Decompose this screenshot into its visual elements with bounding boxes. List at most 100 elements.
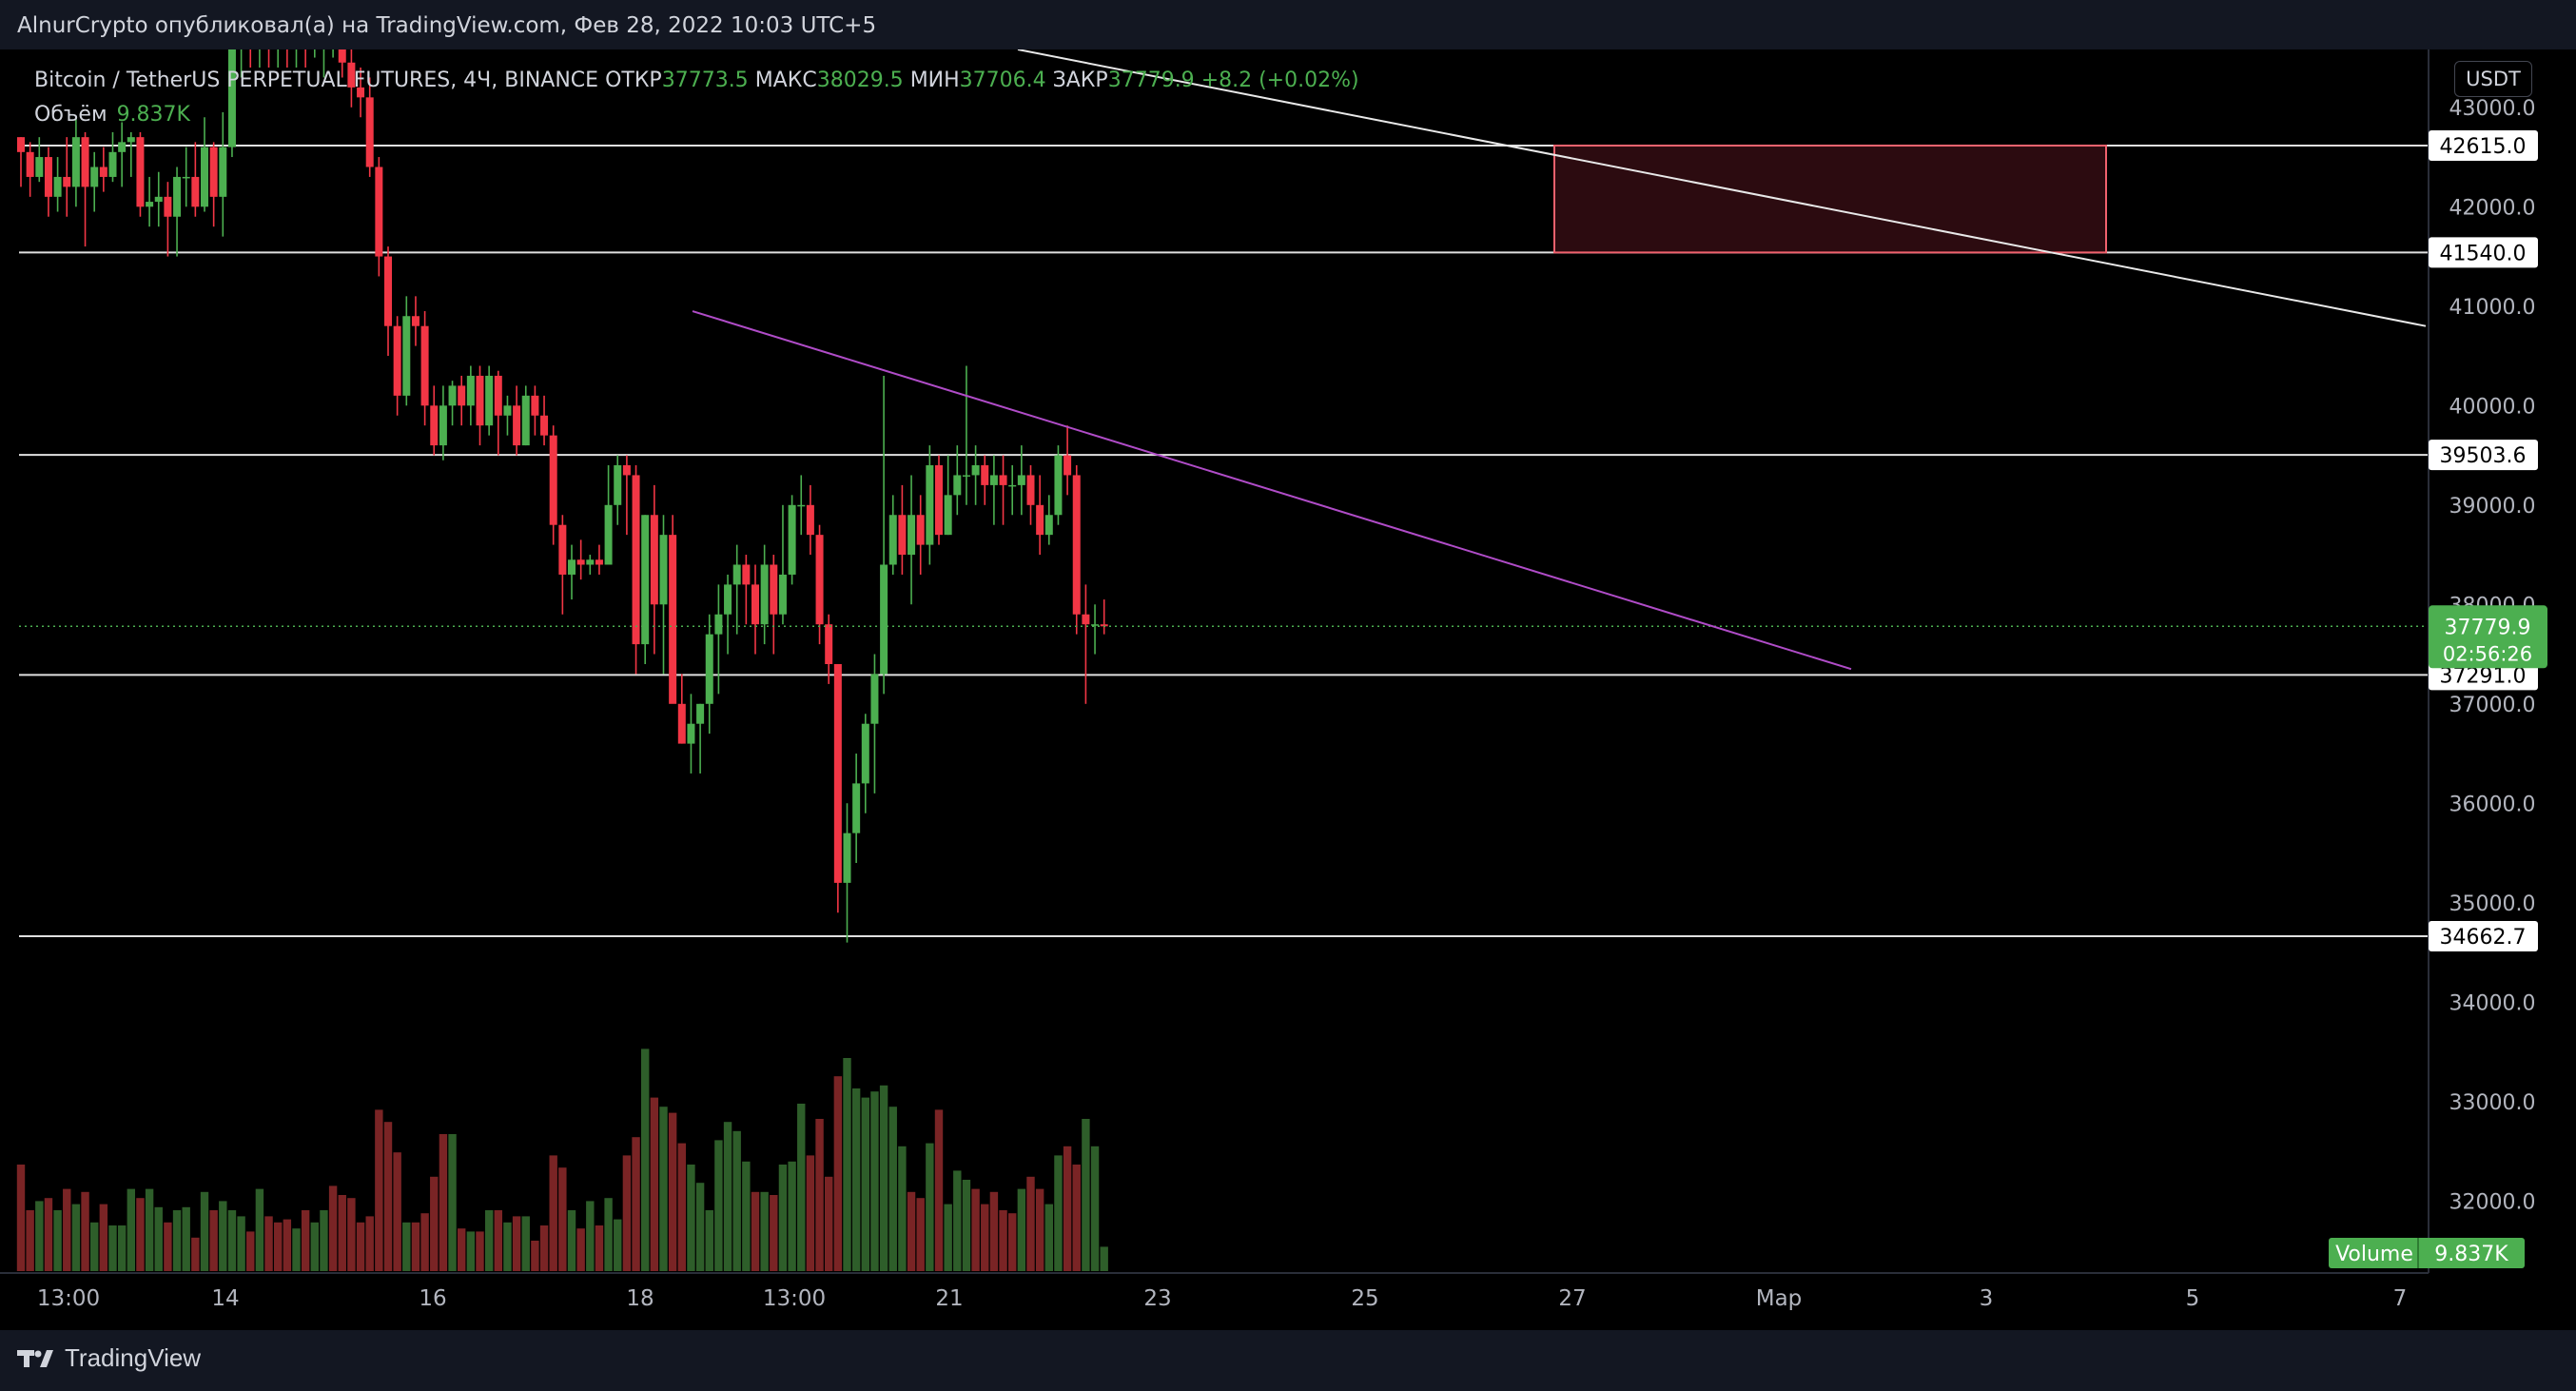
candle[interactable] xyxy=(357,87,365,98)
candle[interactable] xyxy=(227,49,236,147)
candle[interactable] xyxy=(1082,614,1090,625)
candle[interactable] xyxy=(586,559,595,565)
candle[interactable] xyxy=(127,137,135,143)
candle[interactable] xyxy=(503,405,512,416)
candle[interactable] xyxy=(568,559,576,575)
candle[interactable] xyxy=(90,167,99,187)
candle[interactable] xyxy=(825,624,833,664)
candle[interactable] xyxy=(521,395,530,446)
candle[interactable] xyxy=(696,703,705,724)
candle[interactable] xyxy=(430,405,439,446)
candle[interactable] xyxy=(1026,475,1035,505)
candle[interactable] xyxy=(833,664,842,883)
candle[interactable] xyxy=(981,465,989,485)
candle[interactable] xyxy=(806,504,814,536)
candle[interactable] xyxy=(843,833,851,883)
candle[interactable] xyxy=(797,504,806,507)
candle[interactable] xyxy=(742,564,751,585)
candle[interactable] xyxy=(576,559,585,565)
candle[interactable] xyxy=(705,634,713,704)
candle[interactable] xyxy=(164,196,172,217)
candle[interactable] xyxy=(347,62,356,88)
supply-zone[interactable] xyxy=(1553,145,2107,254)
candle[interactable] xyxy=(935,465,943,536)
descending-trendline[interactable] xyxy=(1017,49,2427,327)
level-badge[interactable] xyxy=(2429,237,2538,268)
candle[interactable] xyxy=(880,564,888,675)
candle[interactable] xyxy=(1072,475,1081,615)
candle[interactable] xyxy=(17,137,25,152)
candle[interactable] xyxy=(513,405,521,446)
candle[interactable] xyxy=(136,137,145,207)
candle[interactable] xyxy=(384,256,392,326)
candle[interactable] xyxy=(687,723,695,744)
current-price-badge[interactable] xyxy=(2429,605,2547,669)
candle[interactable] xyxy=(870,674,879,724)
candle[interactable] xyxy=(338,49,346,63)
candle[interactable] xyxy=(788,504,796,575)
candle[interactable] xyxy=(63,176,71,187)
purple-trendline[interactable] xyxy=(692,310,1852,671)
symbol-title[interactable]: Bitcoin / TetherUS PERPETUAL FUTURES, 4Ч… xyxy=(34,69,599,92)
candle[interactable] xyxy=(201,147,208,207)
candle[interactable] xyxy=(1036,504,1044,536)
candle[interactable] xyxy=(365,97,374,167)
candle[interactable] xyxy=(99,167,107,177)
candle[interactable] xyxy=(1008,484,1017,487)
candle[interactable] xyxy=(888,515,897,565)
level-badge[interactable] xyxy=(2429,921,2538,952)
candle[interactable] xyxy=(677,703,686,744)
candle[interactable] xyxy=(1044,515,1053,536)
candle[interactable] xyxy=(71,137,80,187)
candle[interactable] xyxy=(108,151,117,177)
candle[interactable] xyxy=(732,564,741,585)
volume-label[interactable]: Объём xyxy=(34,103,107,127)
candle[interactable] xyxy=(375,167,383,257)
candle[interactable] xyxy=(53,176,62,197)
candle[interactable] xyxy=(622,465,631,476)
candle[interactable] xyxy=(44,157,52,197)
candle[interactable] xyxy=(531,395,539,416)
candle[interactable] xyxy=(154,196,163,203)
level-badge[interactable] xyxy=(2429,130,2538,162)
candle[interactable] xyxy=(916,515,925,545)
candle[interactable] xyxy=(714,614,723,635)
candle[interactable] xyxy=(595,559,603,565)
candle[interactable] xyxy=(420,325,429,406)
volume-badge[interactable] xyxy=(2329,1238,2525,1268)
candle[interactable] xyxy=(898,515,907,556)
brand[interactable]: TradingView xyxy=(17,1343,201,1373)
candle[interactable] xyxy=(669,535,677,704)
candle[interactable] xyxy=(724,584,732,615)
candle[interactable] xyxy=(770,564,778,615)
candle[interactable] xyxy=(458,385,466,406)
candle[interactable] xyxy=(650,515,658,605)
candle[interactable] xyxy=(815,535,824,625)
candle[interactable] xyxy=(393,325,401,396)
candle[interactable] xyxy=(953,475,962,496)
candle[interactable] xyxy=(1100,624,1108,627)
candle[interactable] xyxy=(191,176,200,207)
candle[interactable] xyxy=(494,375,502,416)
candle[interactable] xyxy=(81,137,89,187)
candle[interactable] xyxy=(778,574,787,615)
candle[interactable] xyxy=(1064,455,1072,476)
candle[interactable] xyxy=(219,147,227,197)
candle[interactable] xyxy=(751,584,759,625)
candle[interactable] xyxy=(861,723,869,784)
candle[interactable] xyxy=(35,157,44,177)
candle[interactable] xyxy=(448,385,457,406)
candle[interactable] xyxy=(466,375,475,406)
candle[interactable] xyxy=(852,783,861,833)
candle[interactable] xyxy=(962,475,970,477)
candle[interactable] xyxy=(971,465,980,476)
candle[interactable] xyxy=(604,504,613,565)
candle[interactable] xyxy=(999,475,1007,485)
candle[interactable] xyxy=(926,465,934,545)
candle[interactable] xyxy=(146,202,154,207)
candle[interactable] xyxy=(632,475,640,645)
candle[interactable] xyxy=(558,524,567,575)
candle[interactable] xyxy=(944,495,952,536)
candle[interactable] xyxy=(402,316,411,396)
level-badge[interactable] xyxy=(2429,440,2538,471)
